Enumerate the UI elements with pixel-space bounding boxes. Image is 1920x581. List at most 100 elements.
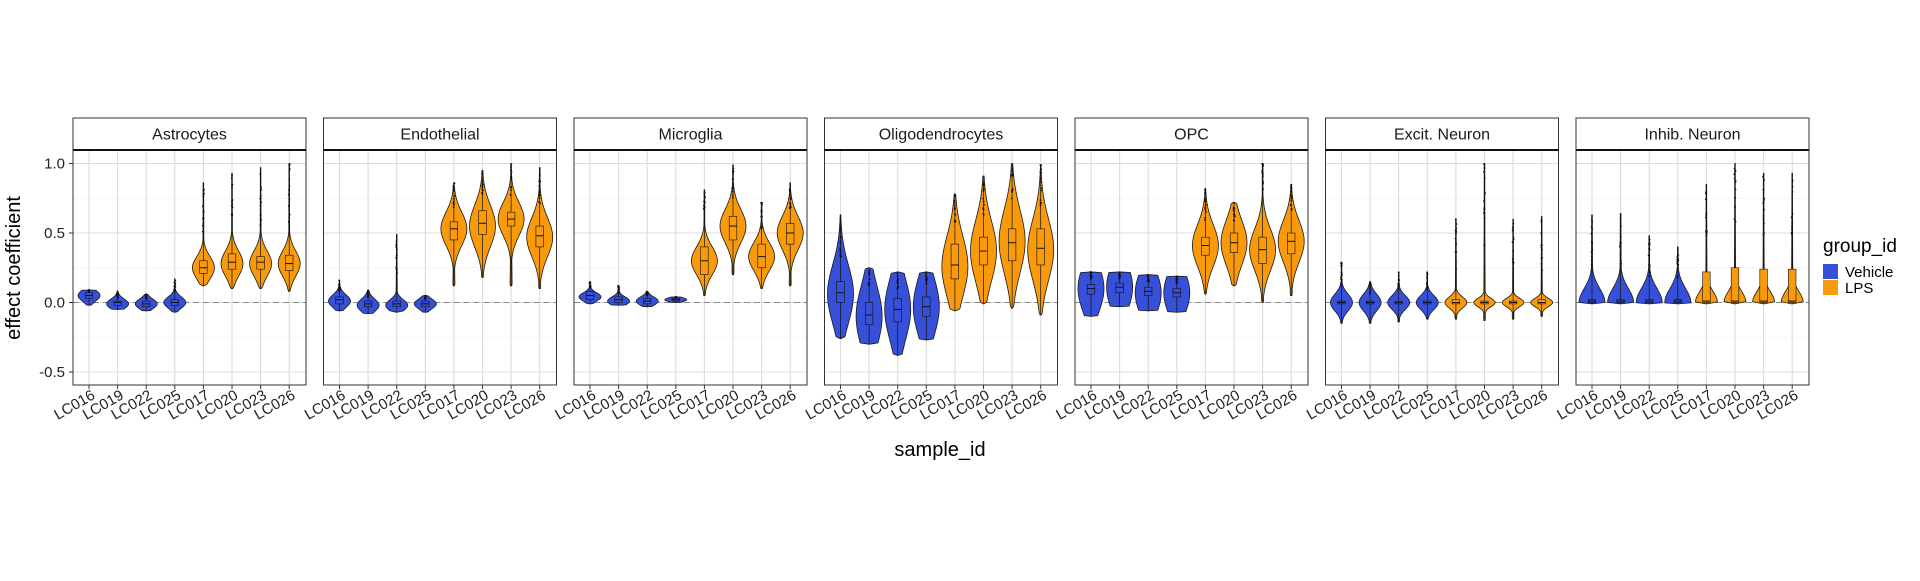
box — [1759, 268, 1768, 303]
facet-strip — [1575, 117, 1810, 151]
violin-lc026 — [1277, 183, 1305, 296]
y-tick-label: 0.0 — [44, 295, 65, 312]
violin-lc019 — [106, 290, 129, 310]
violin-lc023 — [748, 201, 776, 289]
box — [1287, 232, 1296, 255]
box — [478, 210, 487, 235]
facet-title: Endothelial — [400, 127, 479, 144]
box — [950, 243, 959, 280]
violin-lc017 — [941, 193, 969, 312]
legend-key-lps — [1823, 280, 1838, 295]
violin-lc026 — [776, 182, 804, 287]
violin-lc025 — [1664, 246, 1692, 305]
facet-panel: EndothelialLC016LC019LC022LC025LC017LC02… — [302, 117, 557, 424]
box — [1702, 271, 1711, 303]
x-axis-title: sample_id — [894, 439, 985, 461]
violin-lc020 — [1723, 163, 1747, 305]
facet-title: Inhib. Neuron — [1644, 127, 1740, 144]
box — [227, 253, 237, 270]
violin-lc026 — [526, 167, 554, 289]
violin-lc017 — [1191, 188, 1219, 295]
facet-strip — [1074, 117, 1309, 151]
violin-lc022 — [1635, 235, 1663, 305]
facet-title: Excit. Neuron — [1394, 127, 1490, 144]
violin-lc025 — [1163, 275, 1191, 313]
box — [1086, 284, 1096, 295]
box — [535, 225, 544, 248]
box — [1036, 228, 1045, 266]
violin-lc023 — [497, 163, 525, 287]
box — [836, 281, 845, 303]
box — [786, 222, 795, 245]
violin-lc025 — [912, 271, 940, 341]
violin-lc017 — [191, 182, 215, 287]
violin-lc022 — [884, 271, 912, 356]
violin-lc016 — [77, 289, 101, 306]
facet-title: Microglia — [658, 127, 722, 144]
violin-lc017 — [1694, 183, 1718, 305]
violin-lc022 — [1387, 271, 1411, 323]
box — [1201, 236, 1210, 256]
legend-title: group_id — [1823, 236, 1897, 257]
violin-lc020 — [719, 164, 747, 276]
box — [1115, 282, 1124, 294]
box — [113, 300, 122, 306]
box — [757, 243, 766, 269]
box — [864, 302, 874, 326]
box — [449, 221, 459, 241]
violin-lc016 — [1077, 271, 1105, 317]
violin-lc020 — [1473, 163, 1496, 321]
facet-title: Oligodendrocytes — [879, 127, 1004, 144]
legend-label-lps: LPS — [1845, 280, 1873, 297]
violin-lc026 — [1780, 172, 1804, 305]
violin-lc022 — [385, 233, 409, 313]
violin-lc025 — [163, 278, 187, 313]
violin-lc023 — [998, 163, 1026, 309]
violin-lc022 — [134, 293, 158, 312]
box — [1730, 267, 1740, 303]
violin-lc023 — [1501, 218, 1525, 320]
violin-lc019 — [356, 289, 380, 315]
violin-lc016 — [578, 281, 602, 305]
facet-strip — [573, 117, 808, 151]
box — [893, 298, 902, 323]
facet-panel: AstrocytesLC016LC019LC022LC025LC017LC020… — [51, 117, 307, 424]
box — [1788, 268, 1797, 303]
violin-lc026 — [1027, 164, 1055, 316]
box — [256, 256, 265, 270]
violin-lc017 — [440, 182, 468, 287]
violin-lc022 — [635, 290, 659, 308]
y-tick-label: -0.5 — [39, 364, 65, 381]
violin-lc020 — [220, 172, 244, 289]
violin-lc025 — [413, 294, 437, 313]
facet-strip — [72, 117, 307, 151]
violin-lc023 — [1249, 163, 1277, 303]
violin-lc019 — [607, 285, 631, 306]
box — [285, 254, 294, 271]
box — [1258, 236, 1267, 264]
facet-panel: OligodendrocytesLC016LC019LC022LC025LC01… — [803, 117, 1058, 424]
violin-lc025 — [1415, 271, 1439, 320]
violin-lc019 — [1607, 213, 1635, 305]
y-tick-label: 1.0 — [44, 156, 65, 173]
facet-panel: Excit. NeuronLC016LC019LC022LC025LC017LC… — [1304, 117, 1559, 424]
box — [335, 296, 344, 305]
facet-panel: Inhib. NeuronLC016LC019LC022LC025LC017LC… — [1554, 117, 1810, 424]
violin-lc026 — [1530, 215, 1554, 317]
violin-lc022 — [1134, 274, 1162, 312]
violin-lc020 — [1220, 202, 1248, 287]
box — [728, 216, 738, 241]
violin-lc026 — [277, 163, 301, 292]
y-axis-title: effect coefficient — [3, 196, 25, 340]
legend: group_id Vehicle LPS — [1823, 236, 1897, 297]
violin-lc016 — [827, 214, 854, 340]
facet-panel: MicrogliaLC016LC019LC022LC025LC017LC020L… — [552, 117, 808, 424]
violin-lc017 — [1444, 218, 1468, 320]
facet-title: Astrocytes — [152, 127, 227, 144]
facet-strip — [1325, 117, 1559, 151]
violin-lc016 — [328, 279, 351, 312]
box — [1007, 228, 1017, 262]
box — [199, 260, 208, 274]
